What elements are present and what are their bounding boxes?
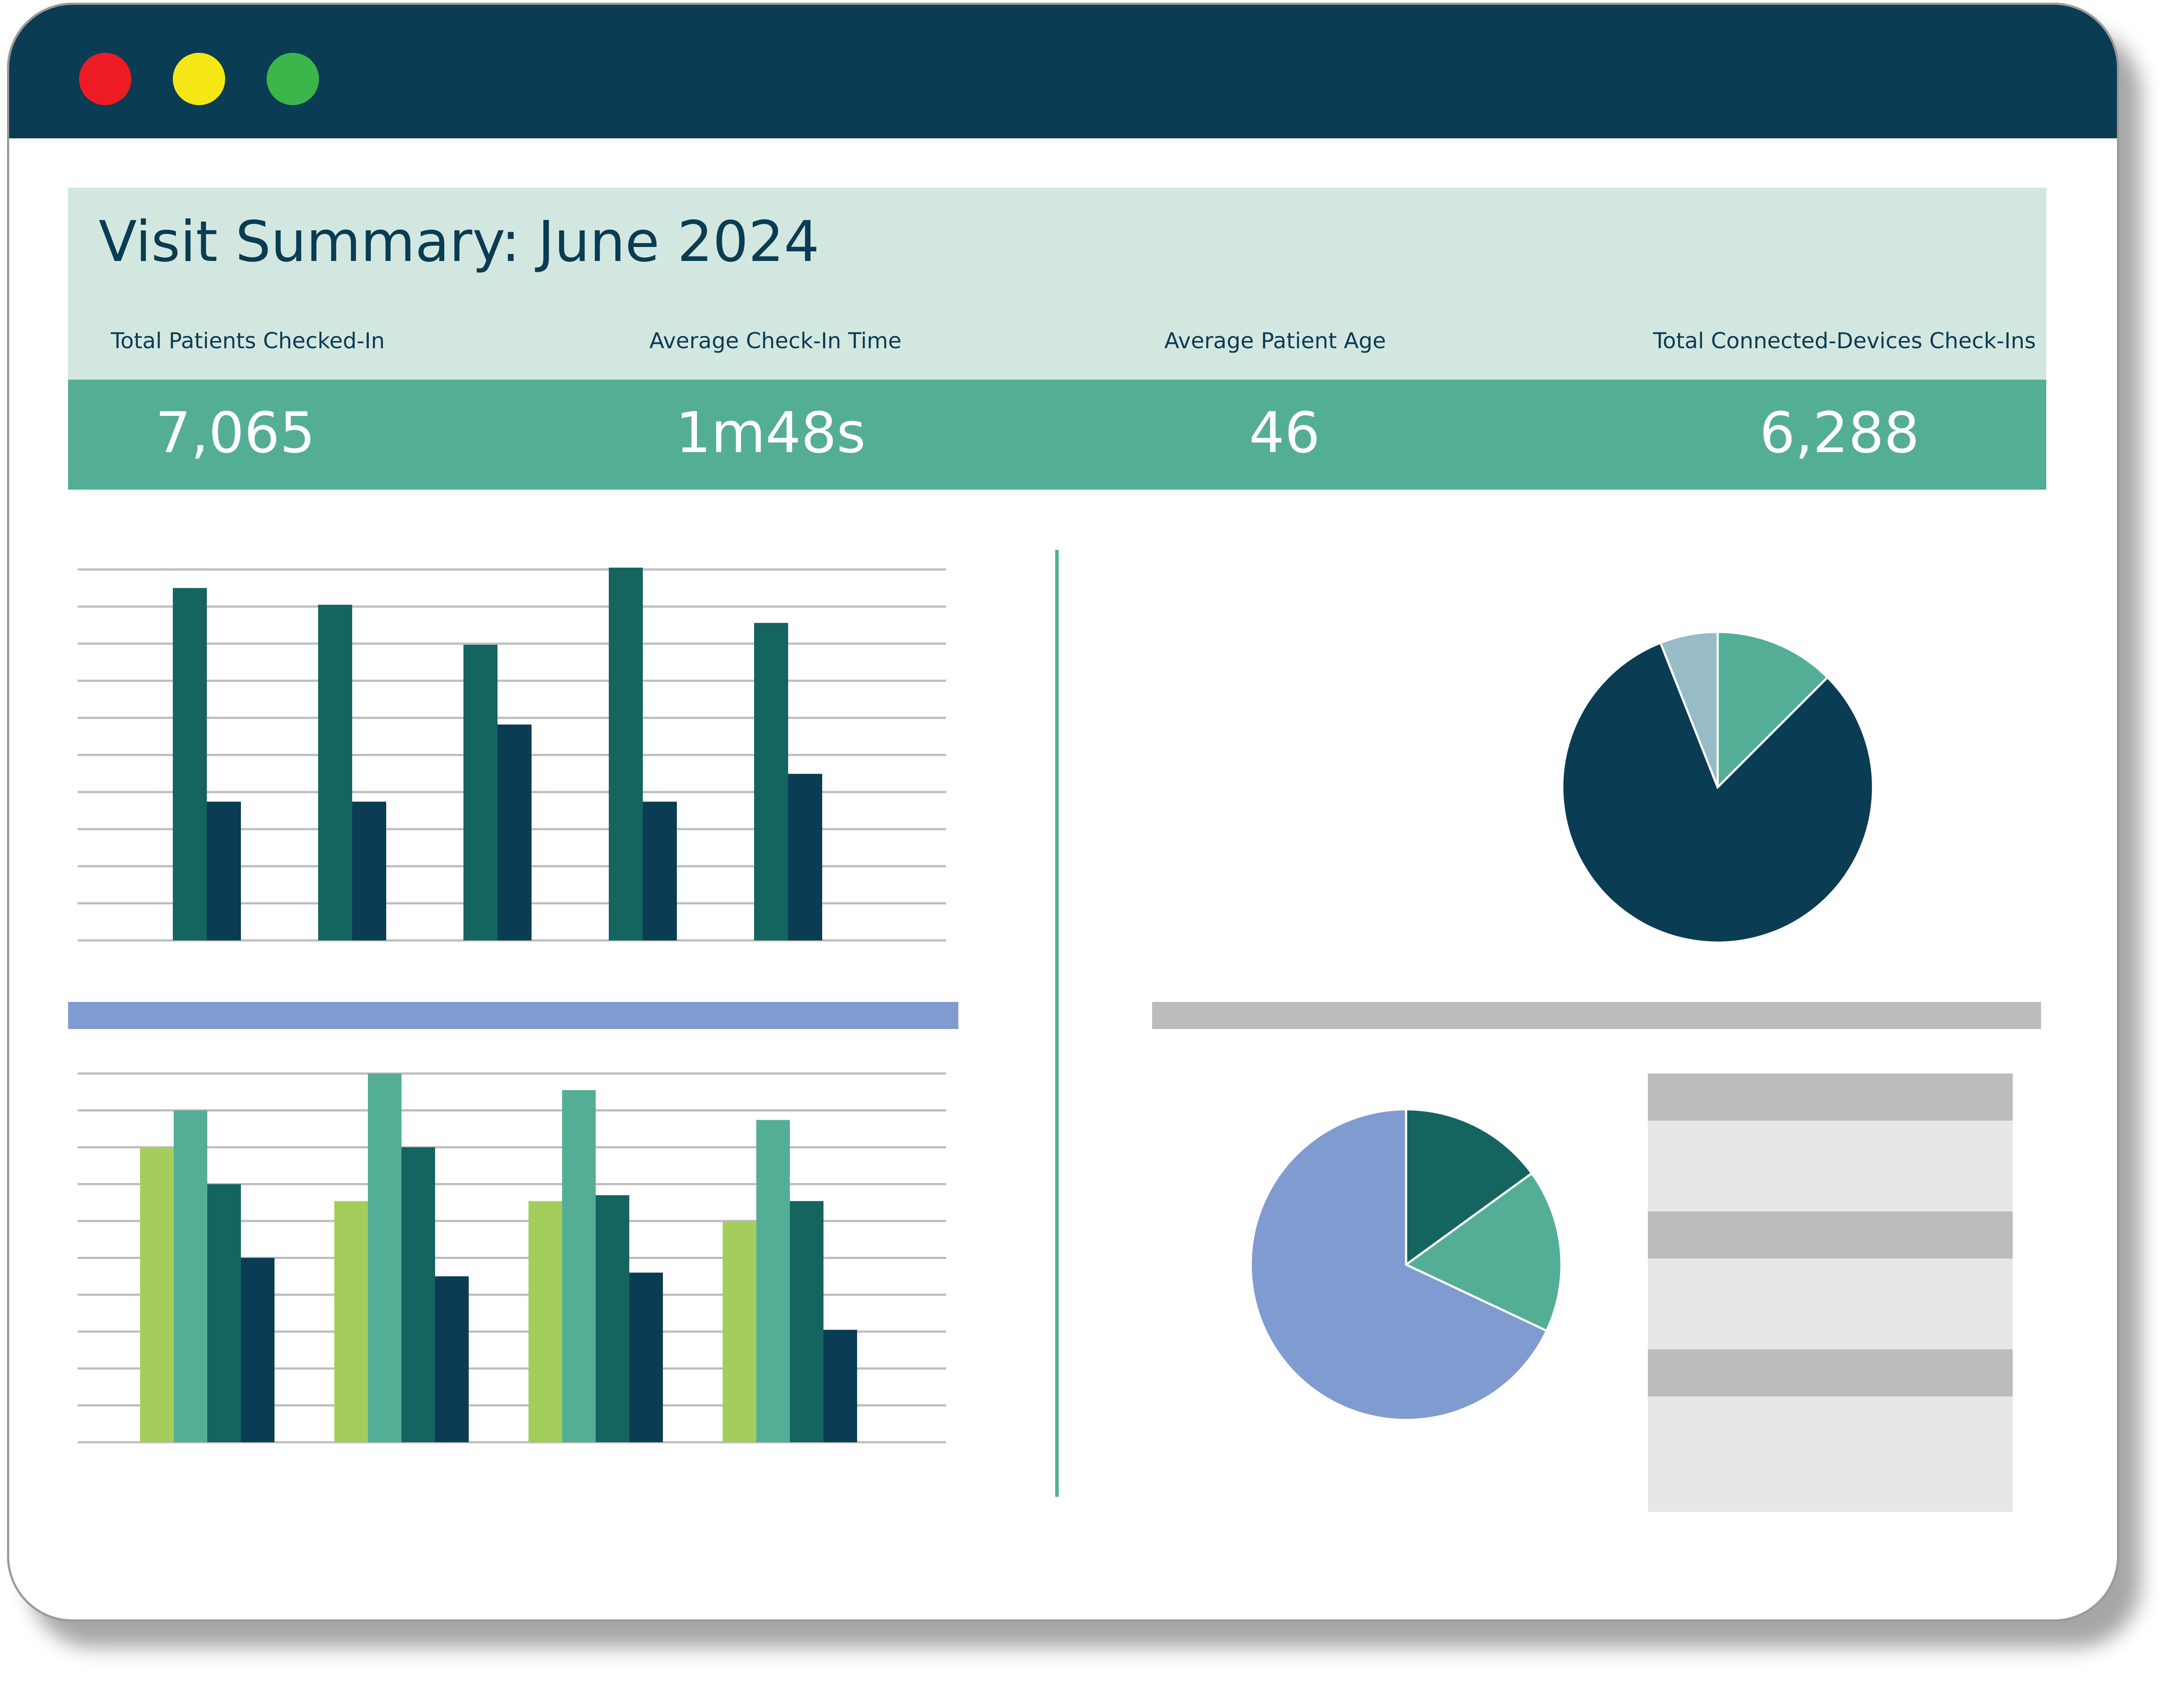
section-separator-gray [1152,1002,2041,1029]
kpi-label-connected-devices: Total Connected-Devices Check-Ins [1653,328,2036,353]
bar-group-1-series-0 [334,1201,368,1442]
pie-chart-bottom [1249,1108,1563,1421]
pie-slice-1 [1561,641,1874,944]
pie-slice-2 [1659,631,1719,788]
bar-group-0-series-1 [207,802,241,940]
bar-group-2-series-0 [528,1201,562,1442]
bar-group-2-series-1 [562,1090,596,1442]
bar-group-4-series-1 [788,774,822,940]
table-header-row [1648,1211,2013,1259]
bar-group-3-series-0 [609,567,643,940]
bar-group-0-series-0 [173,588,207,940]
table-header-row [1648,1074,2013,1121]
bar-group-2-series-2 [596,1195,629,1442]
bar-group-0-series-0 [140,1147,174,1442]
pie-slice-0 [1716,631,1829,790]
minimize-window-button[interactable] [173,53,225,105]
bar-group-3-series-0 [723,1221,756,1442]
close-window-button[interactable] [79,53,131,105]
pie-chart-top [1561,631,1874,944]
table-header-row [1648,1349,2013,1396]
pie-slice-1 [1404,1172,1563,1332]
kpi-label-total-patients: Total Patients Checked-In [111,328,385,353]
bar-group-2-series-3 [629,1272,663,1442]
bar-group-2-series-0 [463,645,497,940]
section-separator-blue [68,1002,958,1029]
bar-group-2-series-1 [497,724,532,940]
bar-group-1-series-1 [352,802,386,940]
bar-group-3-series-1 [643,802,677,940]
bar-group-0-series-2 [207,1184,241,1442]
bar-group-3-series-3 [823,1330,857,1442]
bar-group-4-series-0 [754,623,788,940]
pie-slice-0 [1405,1108,1534,1267]
page-title: Visit Summary: June 2024 [99,209,820,274]
bar-group-1-series-1 [368,1074,401,1442]
pie-slice-2 [1249,1108,1548,1421]
bar-group-0-series-1 [174,1110,207,1442]
bar-group-1-series-0 [318,604,352,940]
kpi-label-avg-checkin-time: Average Check-In Time [649,328,902,353]
kpi-values-band: 7,065 1m48s 46 6,288 [68,380,2046,490]
bar-chart-bottom [78,1072,946,1444]
table-row [1648,1396,2013,1512]
bar-group-3-series-2 [790,1201,823,1442]
title-bar [9,5,2117,138]
kpi-value-avg-checkin-time: 1m48s [676,401,866,466]
bar-group-0-series-3 [241,1258,274,1442]
bar-group-1-series-3 [435,1276,469,1442]
kpi-value-connected-devices: 6,288 [1760,401,1920,466]
kpi-value-avg-patient-age: 46 [1249,401,1320,466]
kpi-label-avg-patient-age: Average Patient Age [1164,328,1386,353]
bar-chart-top [78,567,946,942]
bar-group-1-series-2 [401,1147,435,1442]
bar-group-3-series-1 [756,1120,790,1442]
summary-header: Visit Summary: June 2024 Total Patients … [68,188,2046,380]
placeholder-table [1648,1074,2013,1512]
table-row [1648,1121,2013,1211]
vertical-divider [1055,550,1059,1497]
table-row [1648,1259,2013,1349]
maximize-window-button[interactable] [267,53,319,105]
kpi-value-total-patients: 7,065 [155,401,316,466]
